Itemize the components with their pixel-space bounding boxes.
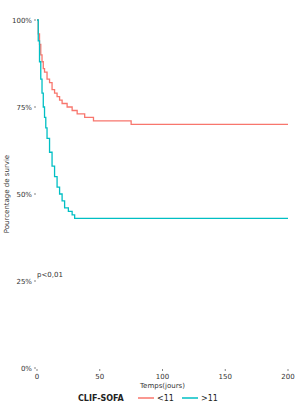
legend-title: CLIF-SOFA	[78, 394, 125, 403]
x-tick-label: 150	[219, 373, 232, 381]
x-tick	[37, 369, 38, 371]
y-tick	[34, 107, 36, 108]
y-tick	[34, 194, 36, 195]
x-tick	[225, 369, 226, 371]
x-axis-title: Temps(jours)	[139, 382, 185, 390]
plot-lines	[37, 20, 288, 218]
survival-curve	[37, 20, 288, 218]
legend-swatch	[138, 397, 154, 399]
y-tick-label: 50%	[16, 191, 32, 199]
x-tick-label: 0	[35, 373, 39, 381]
y-tick	[34, 281, 36, 282]
x-tick-label: 200	[281, 373, 294, 381]
y-tick-label: 0%	[21, 365, 32, 373]
y-tick-label: 100%	[12, 17, 32, 25]
x-tick	[288, 369, 289, 371]
y-tick-label: 25%	[16, 278, 32, 286]
legend-label: >11	[201, 394, 218, 403]
legend-swatch	[182, 397, 198, 399]
x-tick-label: 50	[95, 373, 104, 381]
chart: 0% 25% 50% 75% 100% 0 50 100 150 200 Temps(jours) P…	[0, 0, 302, 406]
y-tick	[34, 368, 36, 369]
x-tick-label: 100	[156, 373, 169, 381]
y-axis-title: Pourcentage de survie	[3, 155, 11, 233]
legend-label: <11	[157, 394, 174, 403]
y-tick	[34, 20, 36, 21]
y-tick-label: 75%	[16, 104, 32, 112]
x-tick	[99, 369, 100, 371]
x-tick	[162, 369, 163, 371]
p-value: p<0,01	[37, 271, 63, 279]
survival-curve	[37, 20, 288, 124]
